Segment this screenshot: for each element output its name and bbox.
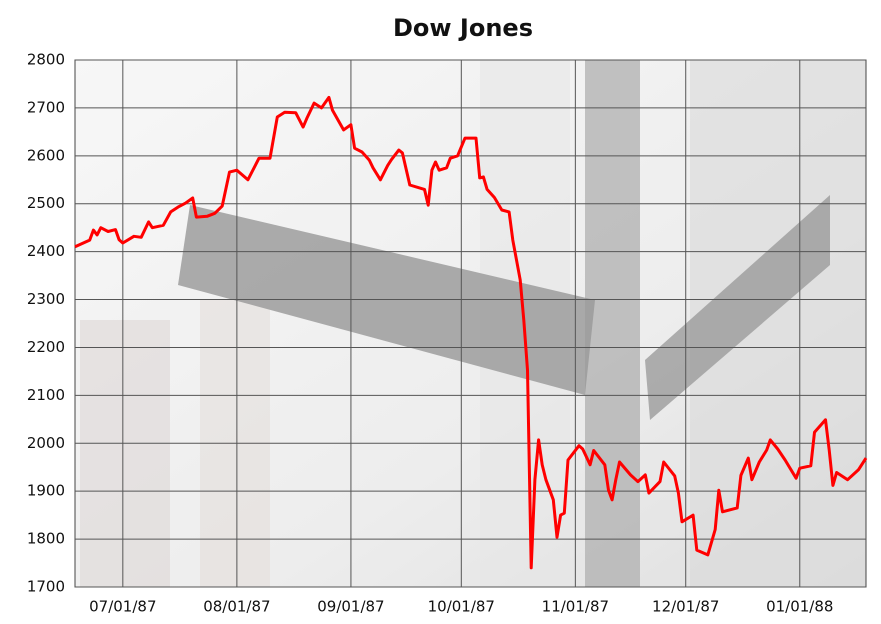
chart-title: Dow Jones [393,14,533,42]
y-tick-label: 1900 [27,482,65,500]
y-tick-label: 2200 [27,338,65,356]
y-tick-label: 2300 [27,290,65,308]
x-tick-label: 08/01/87 [203,598,270,616]
y-tick-label: 2000 [27,434,65,452]
y-tick-label: 2500 [27,194,65,212]
line-series [74,95,868,570]
x-tick-label: 07/01/87 [89,598,156,616]
background-photo [75,60,866,587]
x-tick-label: 01/01/88 [766,598,833,616]
y-tick-label: 1700 [27,578,65,596]
y-tick-label: 2100 [27,386,65,404]
y-tick-label: 2600 [27,146,65,164]
x-tick-label: 10/01/87 [428,598,495,616]
y-tick-label: 2400 [27,242,65,260]
x-tick-label: 12/01/87 [652,598,719,616]
x-tick-label: 11/01/87 [542,598,609,616]
y-tick-label: 2700 [27,98,65,116]
y-tick-label: 1800 [27,530,65,548]
x-tick-label: 09/01/87 [317,598,384,616]
y-tick-label: 2800 [27,51,65,69]
